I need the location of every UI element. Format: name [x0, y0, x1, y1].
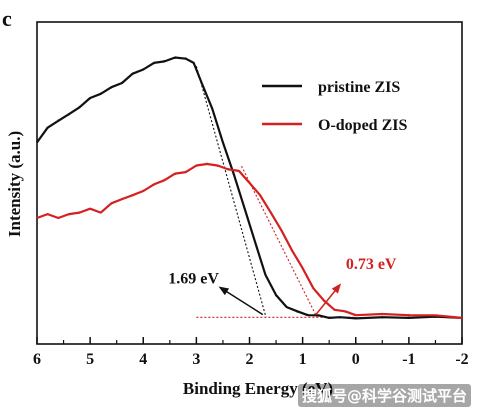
x-tick-label-1: 5	[86, 351, 94, 368]
series-1-point-19	[238, 170, 240, 173]
series-1-point-16	[206, 162, 208, 165]
series-1-point-0	[36, 216, 38, 219]
series-1-point-3	[68, 213, 70, 216]
series-1-point-17	[216, 165, 219, 167]
series-0-point-29	[339, 317, 341, 319]
series-1-point-20	[248, 181, 251, 184]
series-1-point-24	[291, 249, 293, 251]
annotation-label-0: 1.69 eV	[168, 271, 219, 288]
series-0-point-11	[153, 62, 155, 65]
series-0-point-1	[46, 127, 49, 130]
series-0-point-20	[243, 205, 245, 208]
series-0-point-32	[408, 316, 410, 319]
series-1-point-22	[270, 211, 272, 213]
annotation-arrow-1	[315, 283, 342, 316]
series-1-point-1	[46, 213, 49, 216]
series-line-1	[36, 162, 463, 319]
x-axis-tick-labels: 6 5 4 3 2 1 0 -1 -2	[33, 351, 469, 368]
legend: pristine ZIS O-doped ZIS	[262, 79, 407, 134]
series-0-point-3	[68, 114, 70, 116]
series-1-point-33	[434, 315, 437, 317]
series-line-0	[36, 56, 463, 320]
tangent-line-1	[241, 165, 318, 318]
series-1-point-11	[153, 184, 155, 186]
series-0-point-6	[100, 92, 102, 94]
series-0-point-12	[163, 60, 166, 62]
annotation-arrow-0	[218, 286, 264, 316]
series-1-point-23	[280, 230, 283, 232]
series-1-point-7	[110, 203, 113, 205]
series-0-point-22	[264, 273, 267, 275]
series-1-point-2	[57, 216, 60, 219]
series-0-point-19	[232, 173, 235, 175]
x-tick-label-8: -2	[455, 351, 468, 368]
tangent-line-0	[195, 66, 267, 318]
series-0-point-14	[185, 57, 187, 59]
series-0-point-5	[89, 97, 91, 100]
y-axis-title: Intensity (a.u.)	[5, 131, 24, 237]
series-layer	[36, 56, 463, 320]
series-1-point-27	[323, 300, 325, 302]
series-1-point-31	[381, 313, 384, 316]
watermark: 搜狐号@科学谷测试平台	[297, 384, 471, 407]
series-1-point-8	[121, 197, 123, 200]
series-0-point-31	[381, 317, 384, 319]
series-0-point-28	[328, 316, 331, 319]
series-1-point-28	[333, 308, 336, 311]
series-0-point-30	[355, 317, 357, 319]
series-1-point-26	[312, 286, 315, 289]
series-1-point-34	[461, 316, 463, 319]
series-1-point-25	[301, 267, 304, 270]
series-0-point-4	[78, 105, 81, 108]
series-0-point-17	[211, 108, 214, 111]
series-1-point-14	[185, 170, 187, 173]
annotation-guides	[195, 66, 356, 318]
series-0-point-7	[110, 87, 113, 89]
series-1-point-12	[163, 178, 166, 181]
series-1-point-21	[259, 195, 261, 197]
series-1-point-29	[344, 311, 346, 313]
x-axis-title: Binding Energy (eV)	[183, 379, 333, 398]
legend-label-odoped: O-doped ZIS	[318, 117, 407, 134]
series-0-point-18	[222, 141, 224, 143]
annotations: 1.69 eV 0.73 eV	[168, 256, 397, 316]
series-1-point-18	[227, 168, 230, 170]
x-tick-label-5: 1	[299, 351, 307, 368]
annotation-label-1: 0.73 eV	[346, 256, 397, 273]
series-1-point-6	[100, 211, 102, 213]
series-0-point-2	[57, 119, 60, 121]
series-0-point-16	[200, 81, 203, 84]
series-1-point-9	[131, 195, 134, 197]
series-0-point-25	[296, 311, 299, 313]
series-1-point-30	[355, 313, 357, 316]
series-1-point-4	[78, 211, 81, 213]
x-tick-label-3: 3	[192, 351, 200, 368]
series-0-point-8	[121, 81, 123, 84]
series-1-point-15	[195, 165, 198, 167]
series-0-point-9	[131, 73, 134, 76]
series-1-point-5	[89, 208, 91, 211]
series-1-point-10	[142, 189, 145, 192]
x-tick-label-2: 4	[139, 351, 147, 368]
x-tick-label-6: 0	[352, 351, 360, 368]
series-0-point-33	[434, 316, 437, 319]
series-0-point-0	[36, 141, 38, 143]
series-0-point-15	[192, 62, 195, 65]
series-0-point-26	[307, 313, 309, 316]
panel-label: c	[2, 6, 12, 31]
series-1-point-13	[174, 173, 176, 175]
legend-label-pristine: pristine ZIS	[318, 79, 400, 96]
series-1-point-32	[408, 313, 410, 316]
series-0-point-21	[254, 240, 256, 243]
series-0-point-23	[275, 294, 277, 297]
series-0-point-10	[142, 68, 145, 70]
x-tick-label-7: -1	[402, 351, 415, 368]
series-0-point-13	[174, 57, 176, 59]
x-axis-ticks	[36, 337, 463, 344]
x-tick-label-4: 2	[246, 351, 254, 368]
x-tick-label-0: 6	[33, 351, 41, 368]
series-0-point-27	[317, 315, 320, 317]
series-0-point-24	[285, 305, 288, 308]
